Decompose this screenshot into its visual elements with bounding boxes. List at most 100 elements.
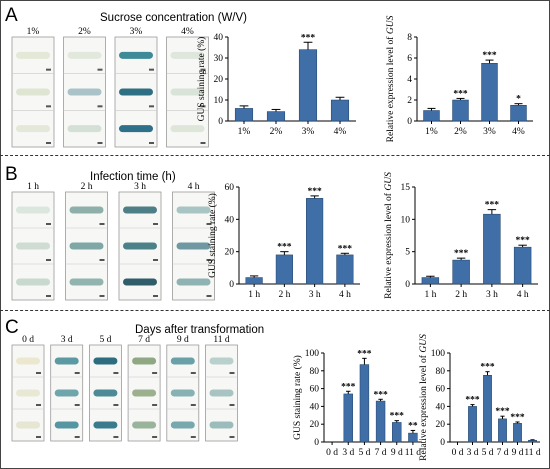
y-axis-label-gene: GUS	[419, 334, 429, 353]
y-tick-label: 60	[436, 385, 446, 395]
explant-sample	[67, 88, 102, 96]
y-tick-label: 40	[310, 402, 320, 412]
explant-sample	[170, 421, 195, 429]
x-tick-label: 3 d	[467, 448, 479, 458]
scale-bar	[97, 105, 103, 108]
scale-bar	[229, 404, 235, 406]
x-tick-label: 3%	[302, 127, 315, 137]
bar	[306, 198, 324, 285]
explant-sample	[170, 51, 205, 59]
panel-label: B	[5, 164, 18, 185]
y-tick-label: 0	[440, 438, 445, 448]
significance-marker: ***	[373, 390, 388, 400]
significance-marker: ***	[465, 396, 480, 406]
explant-sample	[16, 421, 40, 429]
explant-sample	[176, 278, 211, 286]
photo-group-label: 4%	[181, 27, 194, 37]
y-tick-label: 0	[407, 117, 412, 127]
bar	[343, 393, 353, 443]
bar	[392, 422, 402, 443]
explant-sample	[119, 125, 153, 133]
scale-bar	[153, 259, 158, 261]
bar	[483, 375, 492, 443]
bar	[452, 259, 470, 285]
bar	[330, 99, 350, 122]
y-tick-label: 2	[407, 96, 412, 106]
bar	[513, 246, 532, 285]
x-tick-label: 1%	[425, 127, 438, 137]
bar	[408, 432, 418, 443]
explant-sample	[67, 125, 102, 133]
explant-sample	[123, 242, 157, 250]
scale-bar	[153, 295, 158, 297]
explant-sample	[69, 242, 104, 250]
bar	[468, 406, 477, 443]
x-tick-label: 2 h	[278, 290, 290, 300]
y-tick-label: 0	[314, 438, 319, 448]
bar	[245, 277, 263, 285]
photo-group-label: 2 h	[81, 182, 93, 192]
photo-group-label: 3 d	[61, 335, 73, 345]
scale-bar	[46, 68, 51, 71]
explant-sample	[123, 278, 157, 286]
x-tick-label: 3%	[483, 127, 496, 137]
explant-sample	[67, 51, 102, 59]
y-tick-label: 8	[407, 33, 412, 43]
scale-bar	[206, 223, 212, 225]
x-tick-label: 7 d	[375, 448, 387, 458]
scale-bar	[200, 142, 206, 144]
scale-bar	[74, 372, 80, 374]
x-tick-label: 4%	[512, 127, 525, 137]
significance-marker: ***	[338, 244, 353, 254]
x-tick-label: 3 h	[486, 290, 498, 300]
photo-title: Days after transformation	[135, 324, 264, 336]
explant-sample	[93, 421, 118, 429]
photo-group-label: 11 d	[213, 335, 230, 345]
scale-bar	[99, 259, 105, 261]
x-tick-label: 2 h	[455, 290, 467, 300]
explant-sample	[209, 421, 234, 429]
photo-group-label: 1%	[27, 27, 40, 37]
explant-sample	[209, 357, 234, 365]
scale-bar	[46, 223, 51, 225]
x-tick-label: 3 d	[342, 448, 354, 458]
x-tick-label: 4 h	[517, 290, 529, 300]
y-axis-label: GUS staining rate (%)	[207, 193, 218, 278]
scale-bar	[74, 436, 80, 438]
y-axis-label-text: Relative expression level of	[418, 354, 429, 461]
scale-bar	[152, 436, 158, 438]
x-tick-label: 9 d	[512, 448, 524, 458]
y-axis-label-text: GUS staining rate (%)	[292, 355, 303, 440]
significance-marker: ***	[277, 243, 292, 253]
x-tick-label: 3 h	[309, 290, 321, 300]
photo-group-label: 5 d	[99, 335, 111, 345]
x-tick-label: 5 d	[358, 448, 370, 458]
y-axis-label-text: GUS staining rate (%)	[207, 193, 218, 278]
x-tick-label: 5 d	[482, 448, 494, 458]
explant-sample	[16, 389, 40, 397]
bar	[423, 110, 440, 122]
y-tick-label: 10	[214, 96, 224, 106]
explant-sample	[170, 357, 195, 365]
bar	[421, 277, 440, 285]
explant-sample	[54, 389, 79, 397]
scale-bar	[113, 404, 119, 406]
bar	[452, 99, 469, 122]
explant-sample	[16, 278, 50, 286]
x-tick-label: 1 h	[424, 290, 436, 300]
bar	[266, 111, 286, 122]
scale-bar	[206, 259, 212, 261]
x-tick-label: 1%	[238, 127, 251, 137]
explant-sample	[170, 88, 205, 96]
y-tick-label: 0	[229, 280, 234, 290]
photo-title: Sucrose concentration (W/V)	[100, 12, 247, 24]
y-tick-label: 20	[214, 75, 224, 85]
scale-bar	[36, 436, 41, 438]
scale-bar	[190, 404, 196, 406]
scale-bar	[36, 372, 41, 374]
significance-marker: ***	[454, 249, 469, 259]
explant-sample	[54, 421, 79, 429]
bar	[298, 49, 318, 122]
